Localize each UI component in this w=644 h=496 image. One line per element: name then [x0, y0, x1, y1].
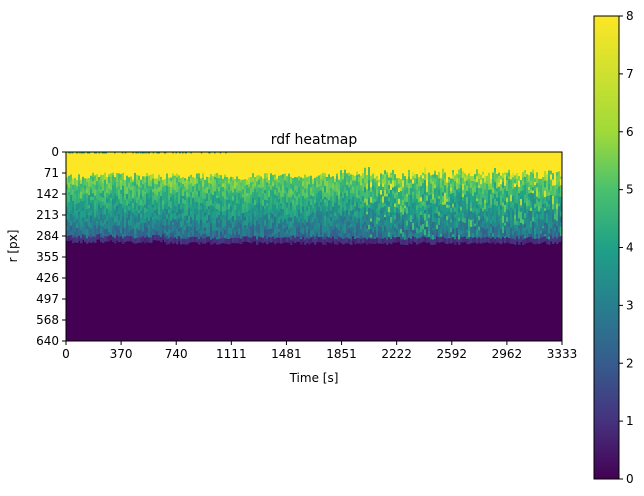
x-tick-label: 2962	[492, 347, 523, 361]
colorbar-tick-label: 8	[626, 9, 634, 23]
colorbar-ticks: 0 1 2 3 4 5 6 7 8	[619, 9, 634, 486]
y-tick-label: 568	[36, 313, 59, 327]
y-tick-label: 142	[36, 187, 59, 201]
x-tick-label: 2222	[381, 347, 412, 361]
heatmap-plot-area	[66, 152, 563, 341]
colorbar-tick-label: 1	[626, 414, 634, 428]
colorbar	[594, 16, 619, 479]
colorbar-tick-label: 2	[626, 356, 634, 370]
y-tick-label: 0	[51, 145, 59, 159]
colorbar-tick-label: 7	[626, 67, 634, 81]
colorbar-tick-label: 0	[626, 472, 634, 486]
colorbar-tick-label: 3	[626, 298, 634, 312]
x-tick-label: 3333	[547, 347, 578, 361]
y-tick-label: 497	[36, 292, 59, 306]
y-tick-label: 71	[44, 166, 59, 180]
x-axis-ticks: 0 370 740 1111 1481 1851 2222 2592 2962 3333	[62, 341, 577, 361]
x-tick-label: 370	[110, 347, 133, 361]
colorbar-tick-label: 4	[626, 241, 634, 255]
x-tick-label: 1481	[271, 347, 302, 361]
y-tick-label: 284	[36, 229, 59, 243]
chart-title: rdf heatmap	[271, 132, 358, 148]
y-axis-label: r [px]	[6, 230, 20, 263]
y-tick-label: 355	[36, 250, 59, 264]
x-tick-label: 2592	[437, 347, 468, 361]
y-tick-label: 640	[36, 334, 59, 348]
y-tick-label: 213	[36, 208, 59, 222]
x-axis-label: Time [s]	[289, 371, 339, 385]
x-tick-label: 0	[62, 347, 70, 361]
colorbar-tick-label: 5	[626, 183, 634, 197]
y-tick-label: 426	[36, 271, 59, 285]
x-tick-label: 1851	[326, 347, 357, 361]
colorbar-tick-label: 6	[626, 125, 634, 139]
x-tick-label: 1111	[216, 347, 247, 361]
x-tick-label: 740	[165, 347, 188, 361]
y-axis-ticks: 0 71 142 213 284 355 426 497 568 640	[36, 145, 66, 348]
